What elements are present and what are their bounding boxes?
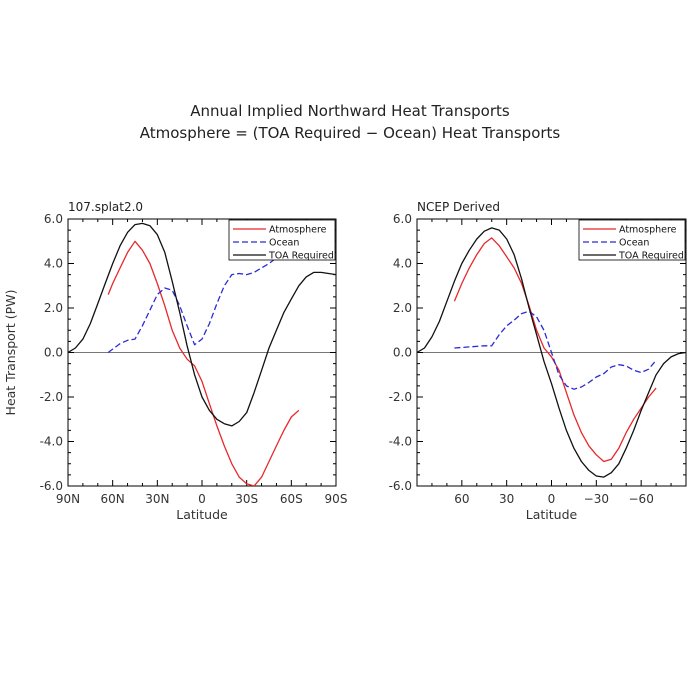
y-tick-label: 4.0 [393,257,412,271]
legend-label: Ocean [269,238,299,249]
figure-title-line-2: Atmosphere = (TOA Required − Ocean) Heat… [140,124,561,142]
x-tick-label: 60N [101,492,125,506]
figure-title-line-1: Annual Implied Northward Heat Transports [190,102,510,120]
series-line-ocean [107,249,307,354]
y-tick-label: 4.0 [44,257,63,271]
series-line-atmosphere [107,240,300,486]
y-tick-label: -6.0 [389,479,412,493]
y-tick-label: 6.0 [44,212,63,226]
y-tick-label: 2.0 [393,301,412,315]
x-tick-label: 60S [280,492,303,506]
series-line-ocean [454,310,657,390]
panel-title: 107.splat2.0 [68,200,143,214]
y-tick-label: 0.0 [393,346,412,360]
x-tick-label: 60 [454,492,469,506]
y-tick-label: 6.0 [393,212,412,226]
x-tick-label: −60 [629,492,654,506]
panel-title: NCEP Derived [417,200,500,214]
legend-label: Atmosphere [269,225,327,236]
x-tick-label: 0 [548,492,556,506]
x-tick-label: 30S [235,492,258,506]
y-axis-label: Heat Transport (PW) [3,290,18,416]
x-tick-label: 30 [499,492,514,506]
y-tick-label: 2.0 [44,301,63,315]
legend-label: TOA Required [268,251,334,262]
x-tick-label: 90N [56,492,80,506]
y-tick-label: 0.0 [44,346,63,360]
legend-box [578,219,686,261]
x-tick-label: 30N [145,492,169,506]
x-axis-label: Latitude [176,507,228,522]
y-tick-label: -2.0 [40,390,63,404]
legend-label: Atmosphere [619,225,677,236]
legend-label: TOA Required [618,251,684,262]
x-axis-label: Latitude [526,507,578,522]
series-line-toa-required [417,227,686,478]
series-line-atmosphere [453,237,657,463]
x-tick-label: 0 [198,492,206,506]
y-tick-label: -4.0 [40,435,63,449]
y-tick-label: -6.0 [40,479,63,493]
right-panel: -6.0 -4.0 -2.0 0.0 2.0 4.0 6.0 60 30 0 −30 −60 Latit… [389,200,687,522]
x-tick-label: 90S [325,492,348,506]
y-tick-label: -4.0 [389,435,412,449]
y-tick-label: -2.0 [389,390,412,404]
series-line-toa-required [68,222,336,427]
legend-label: Ocean [619,238,649,249]
left-panel: -6.0 -4.0 -2.0 0.0 2.0 4.0 6.0 90N 60N 30N 0 30S 60S… [3,200,347,522]
legend-box [228,219,336,261]
x-tick-label: −30 [584,492,609,506]
